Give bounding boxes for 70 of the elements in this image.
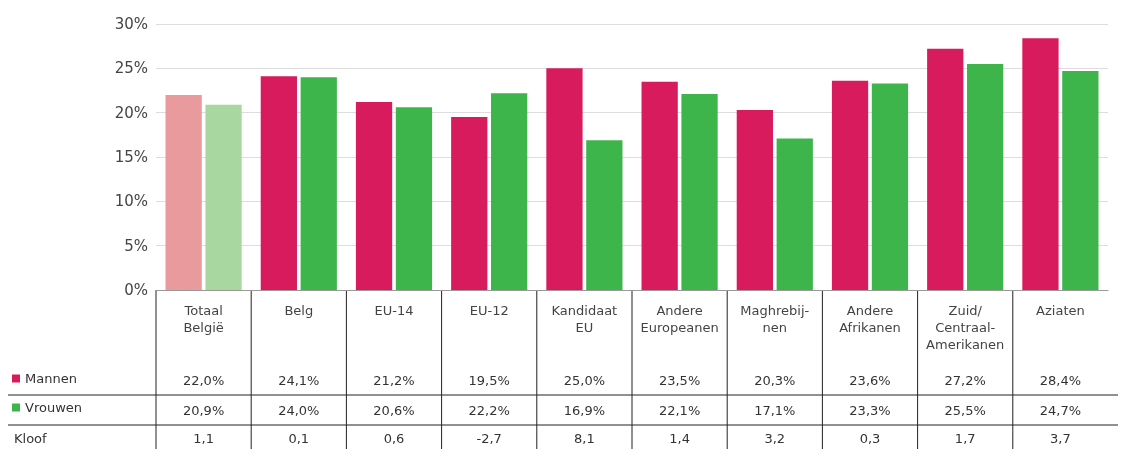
y-tick-label: 20%	[114, 103, 148, 122]
bar	[736, 110, 773, 290]
x-tick-label: EU-14	[374, 303, 414, 318]
x-tick-label: Zuid/ Centraal- Amerikanen	[926, 303, 1005, 352]
data-label: 21,2%	[373, 372, 415, 388]
bar	[967, 63, 1004, 290]
text: -2,7	[476, 430, 502, 446]
data-label: 23,3%	[849, 402, 891, 418]
data-label: 24,0%	[278, 402, 320, 418]
data-label: 24,7%	[1039, 402, 1082, 418]
bar	[776, 138, 813, 290]
x-tick-label: Andere Afrikanen	[839, 303, 901, 335]
bar	[205, 104, 242, 290]
data-label: 23,5%	[658, 372, 701, 388]
data-label: 16,9%	[563, 402, 606, 418]
data-label: 22,1%	[658, 402, 701, 418]
x-tick-label: Maghrebij- nen	[740, 303, 810, 335]
text: 8,1	[574, 430, 595, 446]
data-label: 20,6%	[373, 402, 415, 418]
bar	[1062, 70, 1099, 290]
data-label: 22,2%	[468, 402, 510, 418]
data-label: 25,0%	[563, 372, 606, 388]
text: 1,4	[669, 430, 690, 446]
bar	[491, 93, 528, 290]
data-label: 20,3%	[754, 372, 796, 388]
bar	[927, 48, 964, 290]
bar	[586, 140, 623, 290]
bar	[165, 94, 202, 290]
text: 0,3	[859, 430, 881, 446]
x-tick-label: Totaal België	[183, 303, 224, 335]
y-tick-label: 10%	[114, 192, 148, 211]
bar	[451, 117, 488, 290]
data-label: 20,9%	[182, 402, 225, 418]
x-tick-label: Belg	[284, 303, 314, 318]
y-tick-label: 30%	[114, 15, 148, 33]
y-tick-label: 0%	[124, 281, 148, 299]
data-label: 27,2%	[944, 372, 986, 388]
text: Kloof	[14, 430, 48, 446]
bar	[300, 77, 337, 290]
data-label: 23,6%	[849, 372, 891, 388]
bar	[546, 68, 583, 290]
data-label: 25,5%	[944, 402, 986, 418]
bar	[871, 83, 909, 290]
data-label: 22,0%	[182, 372, 225, 388]
x-tick-label: Kandidaat EU	[551, 303, 618, 335]
legend-label: Vrouwen	[25, 400, 83, 415]
y-tick-label: 15%	[114, 148, 148, 166]
text: 3,7	[1050, 430, 1071, 446]
legend-label: Mannen	[25, 371, 77, 386]
bar	[641, 81, 678, 290]
bar	[1022, 38, 1059, 290]
text: 1,1	[193, 430, 214, 446]
x-tick-label: Andere Europeanen	[640, 303, 719, 335]
bar	[395, 107, 433, 290]
data-label: 17,1%	[754, 402, 796, 418]
bar	[260, 76, 297, 290]
y-tick-label: 5%	[124, 236, 148, 255]
bar	[681, 94, 718, 290]
y-tick-label: 25%	[114, 59, 148, 78]
data-label: 24,1%	[278, 372, 320, 388]
bar	[355, 102, 393, 290]
text: 0,6	[383, 430, 405, 446]
text: 1,7	[954, 430, 976, 446]
data-label: 28,4%	[1039, 372, 1082, 388]
data-label: 19,5%	[468, 372, 510, 388]
text: 0,1	[288, 430, 310, 446]
x-tick-label: Aziaten	[1036, 303, 1085, 318]
text: 3,2	[764, 430, 786, 446]
x-tick-label: EU-12	[469, 303, 509, 318]
bar	[831, 80, 869, 290]
